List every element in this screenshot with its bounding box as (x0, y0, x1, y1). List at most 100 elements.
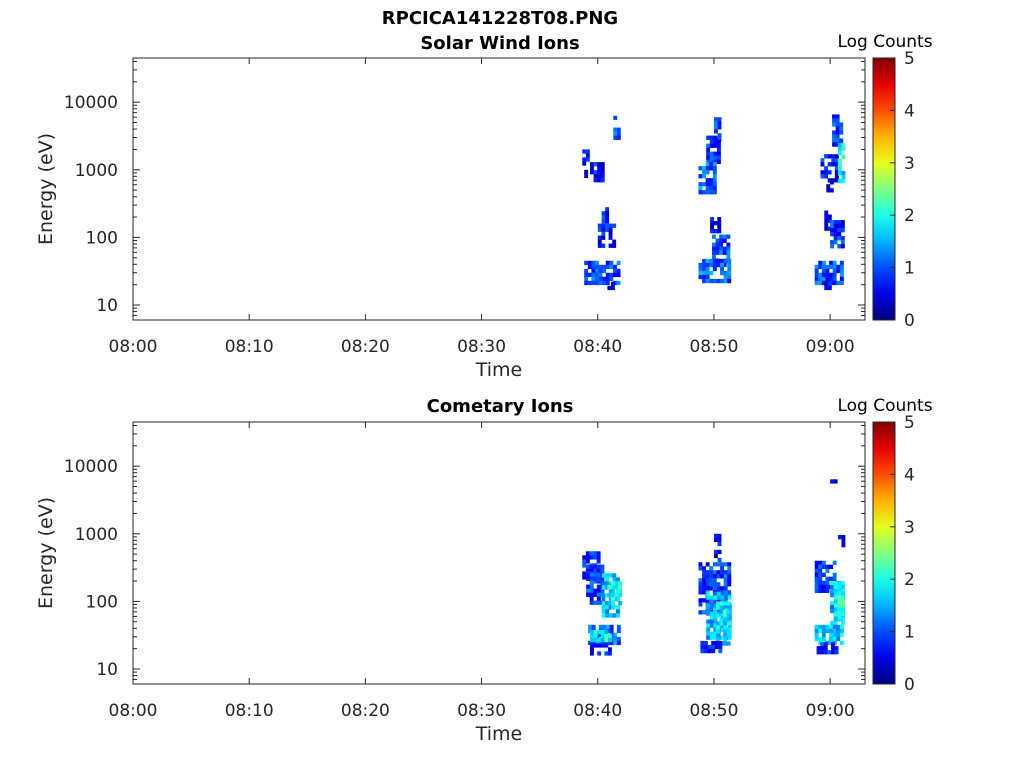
solar-wind-ions-cell (709, 166, 714, 171)
cometary-ions-cell (832, 624, 837, 630)
solar-wind-ions-cell (712, 166, 717, 171)
solar-wind-ions-cell (591, 276, 596, 282)
cometary-ions-cell (832, 632, 837, 638)
solar-wind-ions-cell (600, 178, 605, 183)
solar-wind-ions-cell (710, 217, 714, 222)
solar-wind-ions-cell (613, 272, 617, 278)
solar-wind-ions-cell (612, 223, 617, 228)
solar-wind-ions-cell (720, 266, 724, 272)
solar-wind-ions-cell (829, 276, 833, 282)
solar-wind-ions-cell (705, 262, 710, 268)
solar-wind-ions-cell (827, 170, 832, 175)
cometary-ions-cell (723, 613, 727, 618)
solar-wind-ions-x-tick-label: 08:50 (689, 337, 738, 357)
cometary-ions-cell (820, 642, 825, 647)
cometary-ions-cell (609, 624, 614, 630)
cometary-ions-cell (720, 574, 724, 579)
cometary-ions-cell (727, 595, 732, 600)
cometary-ions-cell (706, 603, 711, 608)
cometary-ions-cell (836, 636, 841, 642)
solar-wind-ions-cell (597, 166, 602, 171)
cometary-ions-cell (726, 617, 731, 622)
solar-wind-ions-cell (832, 130, 836, 135)
cometary-ions-cell (821, 636, 826, 642)
solar-wind-ions-cell (597, 170, 602, 175)
solar-wind-ions-cell (821, 264, 826, 270)
solar-wind-ions-cell (717, 137, 722, 142)
cometary-ions-cell (713, 631, 718, 636)
solar-wind-ions-cell (727, 262, 732, 268)
cometary-ions-cell (612, 573, 617, 578)
cometary-ions-cell (706, 631, 711, 636)
cometary-ions-cell (717, 533, 722, 539)
solar-wind-ions-cell (698, 262, 703, 268)
cometary-ions-cell (589, 576, 594, 581)
solar-wind-ions-x-tick-label: 09:00 (806, 337, 855, 357)
cometary-ions-cell (614, 581, 619, 586)
cometary-ions-cell (705, 562, 710, 567)
cometary-ions-cell (608, 613, 613, 618)
cometary-ions-cell (716, 574, 721, 579)
cometary-ions-cell (600, 637, 605, 643)
solar-wind-ions-cell (698, 174, 703, 179)
cometary-ions-cell (818, 580, 823, 585)
cometary-ions-cell (823, 642, 828, 647)
cometary-ions-cell (829, 576, 833, 581)
cometary-ions-cell (600, 564, 605, 569)
solar-wind-ions-cell (598, 268, 603, 274)
solar-wind-ions-cell (706, 147, 711, 152)
solar-wind-ions-cell (705, 166, 710, 171)
cometary-ions-cell (608, 647, 612, 652)
cometary-ions-cell (709, 566, 714, 571)
cometary-ions-cell (613, 640, 618, 646)
cometary-ions-cell (616, 628, 621, 634)
solar-wind-ions-cell (705, 274, 710, 280)
cometary-ions-cell (818, 636, 823, 642)
solar-wind-ions-cell (593, 178, 598, 183)
cometary-ions-cell (714, 533, 718, 539)
solar-wind-ions-colorbar-tick-label: 2 (904, 206, 915, 226)
solar-wind-ions-cell (591, 264, 596, 270)
cometary-ions-cell (589, 551, 594, 556)
solar-wind-ions-cell (709, 278, 714, 284)
solar-wind-ions-data-region (584, 169, 589, 179)
solar-wind-ions-cell (616, 135, 621, 140)
solar-wind-ions-cell (826, 184, 831, 189)
cometary-ions-cell (839, 640, 844, 646)
solar-wind-ions-cell (820, 170, 825, 175)
solar-wind-ions-cell (713, 143, 718, 148)
solar-wind-ions-cell (593, 162, 598, 167)
cometary-ions-cell (820, 646, 825, 651)
solar-wind-ions-cell (727, 278, 732, 284)
cometary-ions-cell (607, 601, 612, 606)
cometary-ions-cell (604, 629, 609, 635)
solar-wind-ions-cell (710, 225, 714, 230)
solar-wind-ions-cell (709, 258, 714, 264)
solar-wind-ions-cell (818, 260, 823, 266)
solar-wind-ions-cell (723, 258, 728, 264)
solar-wind-ions-cell (832, 272, 837, 278)
cometary-ions-cell (723, 601, 727, 606)
solar-wind-ions-cell (714, 117, 718, 122)
solar-wind-ions-cell (602, 276, 607, 282)
solar-wind-ions-cell (727, 266, 732, 272)
cometary-ions-cell (590, 637, 594, 643)
cometary-ions-cell (830, 621, 834, 626)
solar-wind-ions-x-tick-label: 08:20 (341, 337, 390, 357)
solar-wind-ions-cell (709, 151, 714, 156)
solar-wind-ions-cell (824, 170, 828, 175)
solar-wind-ions-cell (717, 121, 722, 126)
cometary-ions-cell (698, 578, 703, 583)
solar-wind-ions-cell (841, 174, 846, 180)
cometary-ions-cell (833, 581, 838, 586)
cometary-ions-data-region (607, 581, 623, 610)
solar-wind-ions-cell (717, 143, 721, 148)
solar-wind-ions-cell (712, 234, 716, 239)
solar-wind-ions-cell (837, 232, 842, 237)
solar-wind-ions-cell (829, 260, 833, 266)
solar-wind-ions-cell (710, 229, 714, 234)
solar-wind-ions-cell (591, 280, 596, 286)
cometary-ions-cell (716, 582, 721, 587)
cometary-ions-cell (591, 624, 596, 630)
cometary-ions-cell (709, 586, 714, 591)
